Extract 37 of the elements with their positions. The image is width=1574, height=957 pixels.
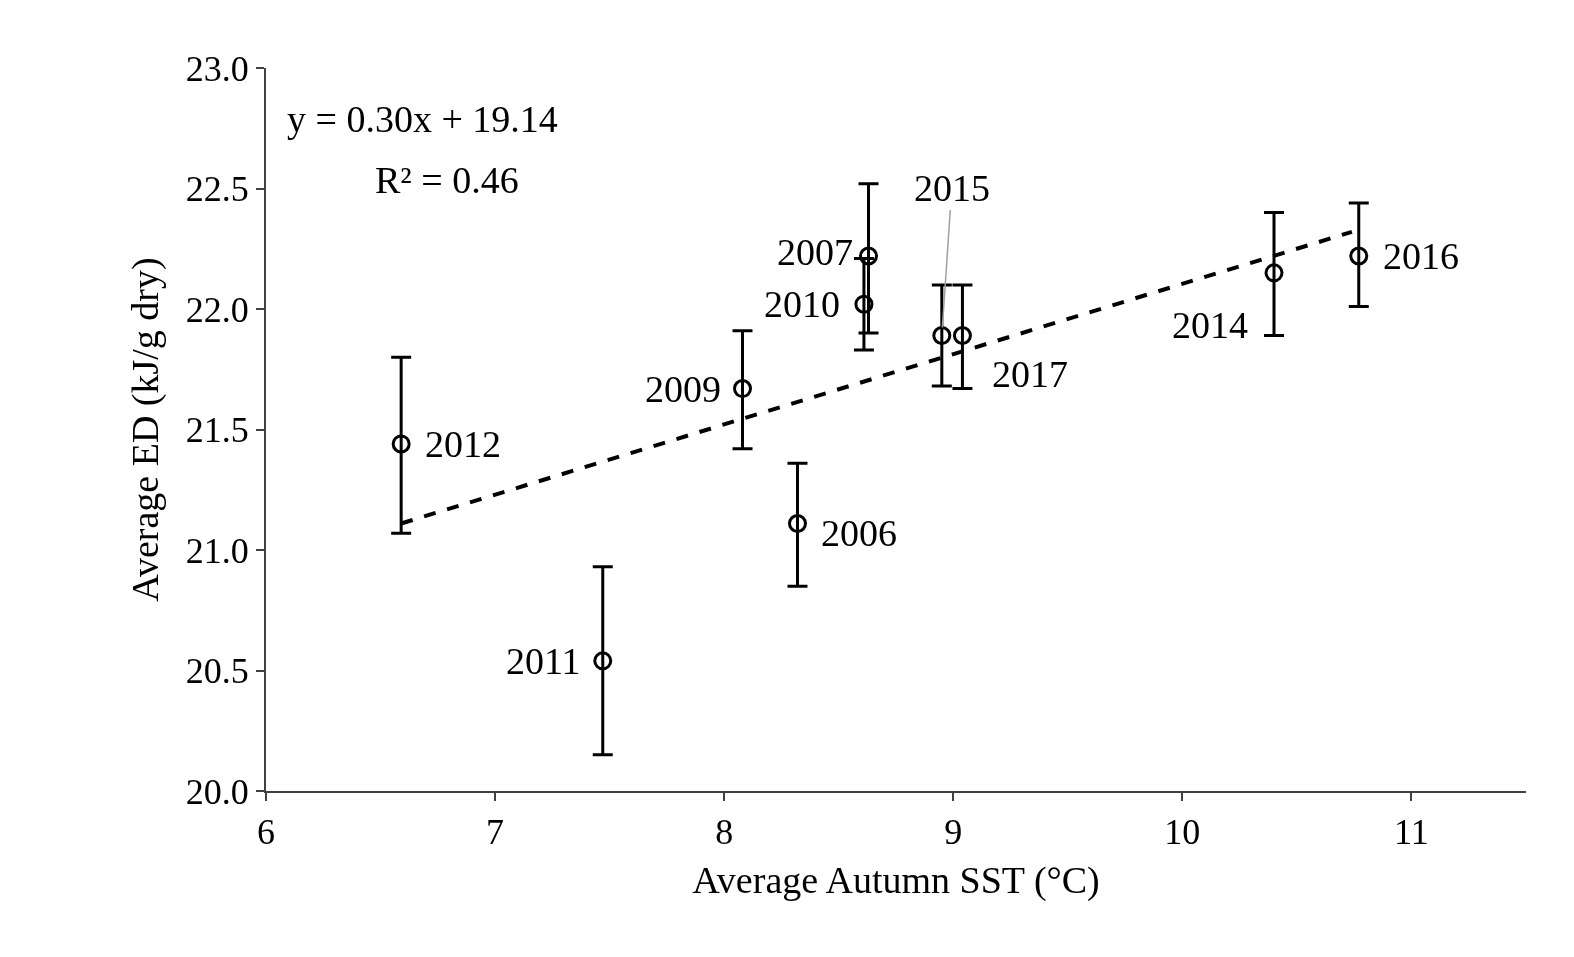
y-axis-title: Average ED (kJ/g dry)	[124, 257, 168, 602]
x-tick-label: 9	[944, 812, 963, 853]
point	[391, 434, 411, 454]
point	[1264, 263, 1284, 283]
annotation: 2007	[777, 231, 853, 273]
annotation: y = 0.30x + 19.14	[287, 98, 558, 140]
annotation: 2017	[992, 353, 1068, 395]
x-axis-title: Average Autumn SST (°C)	[692, 858, 1100, 902]
point	[854, 294, 874, 314]
annotation: 2009	[645, 368, 721, 410]
y-tick-label: 20.5	[185, 651, 249, 692]
x-tick-label: 7	[486, 812, 505, 853]
y-tick-label: 23.0	[185, 48, 249, 89]
y-tick-label: 21.0	[185, 530, 249, 571]
annotation: R² = 0.46	[375, 159, 519, 201]
annotation: 2010	[764, 283, 840, 325]
y-tick-label: 22.5	[185, 169, 249, 210]
point	[788, 513, 807, 533]
annotation: 2012	[425, 423, 501, 465]
annotation: 2006	[821, 512, 897, 554]
y-tick-label: 22.0	[185, 289, 249, 330]
annotation: 2015	[914, 167, 990, 209]
x-tick-label: 11	[1394, 812, 1429, 853]
annotation: 2011	[506, 640, 581, 682]
x-tick-label: 10	[1164, 812, 1201, 853]
point	[593, 651, 613, 671]
annotation: 2016	[1383, 235, 1459, 277]
point	[859, 246, 879, 266]
point	[733, 379, 753, 399]
x-tick-label: 8	[715, 812, 734, 853]
point	[932, 326, 952, 345]
y-tick-label: 21.5	[185, 410, 249, 451]
x-tick-label: 6	[257, 812, 275, 853]
point	[1349, 246, 1369, 266]
point	[952, 326, 972, 345]
annotation: 2014	[1172, 304, 1248, 346]
y-tick-label: 20.0	[185, 771, 249, 812]
